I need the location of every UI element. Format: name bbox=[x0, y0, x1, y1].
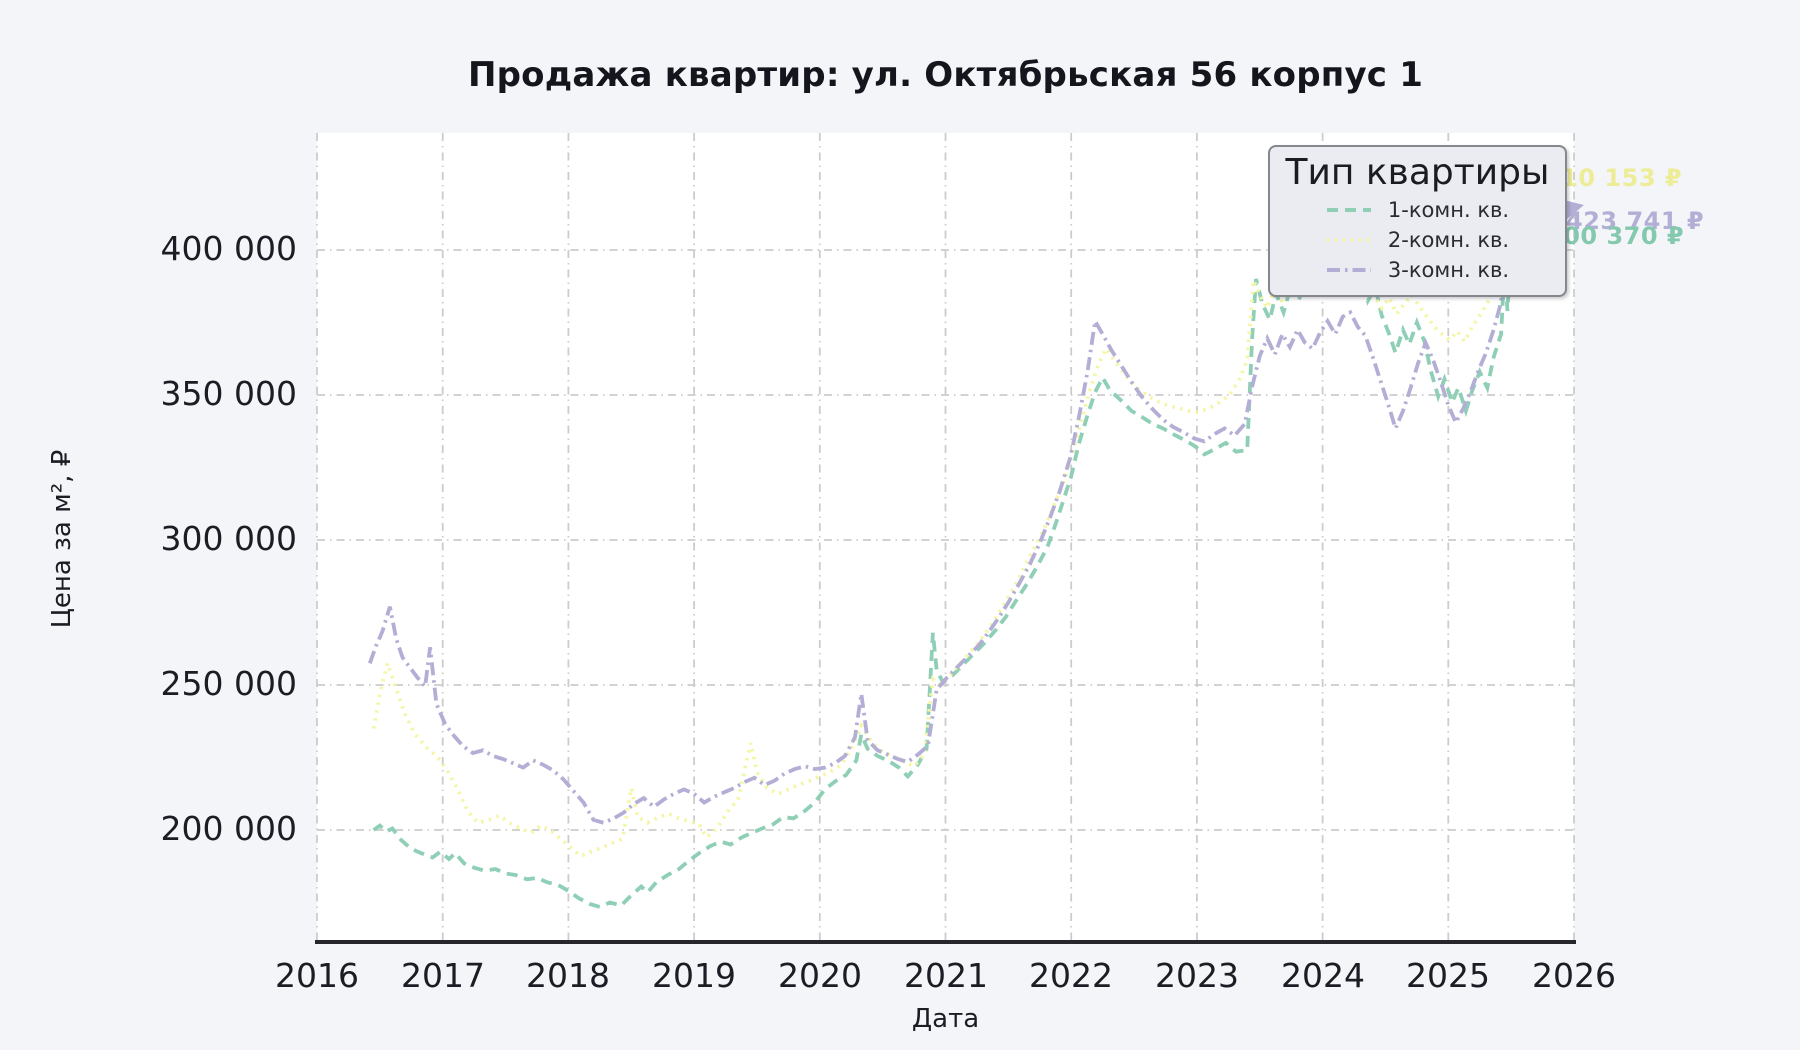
x-tick-2016: 2016 bbox=[275, 956, 359, 995]
chart-title: Продажа квартир: ул. Октябрьская 56 корп… bbox=[467, 55, 1424, 95]
x-tick-2022: 2022 bbox=[1029, 956, 1113, 995]
x-tick-2017: 2017 bbox=[401, 956, 485, 995]
legend-entry-2komn: 2-комн. кв. bbox=[1270, 225, 1565, 255]
x-tick-2018: 2018 bbox=[526, 956, 610, 995]
legend-label: 2-комн. кв. bbox=[1387, 228, 1510, 252]
end-label-1komn: 400 370 ₽ bbox=[1546, 222, 1685, 250]
y-tick-300000: 300 000 bbox=[160, 519, 297, 558]
y-tick-250000: 250 000 bbox=[160, 664, 297, 703]
series-line-1-комн. кв. bbox=[372, 248, 1514, 909]
line-sample-dashed-icon bbox=[1326, 208, 1371, 212]
y-tick-350000: 350 000 bbox=[160, 374, 297, 413]
x-tick-2024: 2024 bbox=[1281, 956, 1365, 995]
x-tick-2026: 2026 bbox=[1532, 956, 1616, 995]
legend-label: 1-комн. кв. bbox=[1387, 198, 1510, 222]
end-label-3komn: 423 741 ₽ bbox=[1566, 207, 1705, 235]
x-tick-2019: 2019 bbox=[652, 956, 736, 995]
gridlines bbox=[316, 133, 1575, 942]
y-tick-400000: 400 000 bbox=[160, 229, 297, 268]
line-sample-dotted-icon bbox=[1326, 238, 1371, 242]
line-sample-dashdot-icon bbox=[1326, 268, 1371, 272]
legend-entry-3komn: 3-комн. кв. bbox=[1270, 255, 1565, 285]
series-line-2-комн. кв. bbox=[371, 220, 1514, 859]
x-tick-2023: 2023 bbox=[1155, 956, 1239, 995]
y-axis-label: Цена за м², ₽ bbox=[47, 449, 77, 629]
x-tick-2020: 2020 bbox=[778, 956, 862, 995]
legend-title: Тип квартиры bbox=[1285, 152, 1550, 193]
y-tick-200000: 200 000 bbox=[160, 809, 297, 848]
legend-entry-1komn: 1-комн. кв. bbox=[1270, 195, 1565, 225]
series-line-3-комн. кв. bbox=[368, 181, 1514, 825]
series-lines bbox=[368, 181, 1514, 909]
x-axis-label: Дата bbox=[911, 1004, 980, 1034]
x-tick-2025: 2025 bbox=[1406, 956, 1490, 995]
x-tick-2021: 2021 bbox=[904, 956, 988, 995]
legend: Тип квартиры 1-комн. кв. 2-комн. кв. 3-к… bbox=[1268, 145, 1567, 297]
legend-label: 3-комн. кв. bbox=[1387, 258, 1510, 282]
